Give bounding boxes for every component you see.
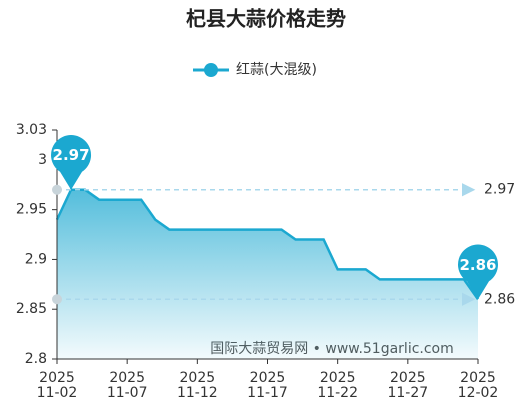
plot: 国际大蒜贸易网 • www.51garlic.com2.82.852.92.95…	[16, 122, 515, 401]
line	[55, 188, 480, 300]
x-tick-label: 2025 12-02	[458, 370, 499, 401]
pin-label: 2.86	[459, 256, 496, 274]
x-tick-label: 2025 11-12	[177, 370, 218, 401]
legend-dot	[204, 63, 218, 77]
area	[57, 189, 478, 359]
pin-label: 2.97	[53, 146, 90, 164]
y-tick-label: 2.9	[25, 251, 47, 267]
mark-line-label: 2.86	[484, 291, 515, 307]
x-tick-label: 2025 11-22	[317, 370, 358, 401]
mark-line-dot	[52, 184, 62, 195]
x-tick-label: 2025 11-02	[37, 370, 78, 401]
x-tick-label: 2025 11-17	[247, 370, 288, 401]
pin	[458, 244, 498, 300]
legend-label: 红蒜(大混级)	[236, 62, 317, 78]
chart-title: 杞县大蒜价格走势	[186, 7, 346, 31]
mark-line-label: 2.97	[484, 182, 515, 198]
mark-line-dot	[52, 294, 62, 305]
pin	[51, 135, 92, 190]
y-tick-label: 3	[38, 152, 47, 168]
x-tick-label: 2025 11-07	[107, 370, 148, 401]
y-tick-label: 2.85	[16, 301, 47, 317]
y-tick-label: 2.8	[25, 351, 47, 367]
y-tick-label: 3.03	[16, 122, 47, 138]
y-tick-label: 2.95	[16, 202, 47, 218]
x-tick-label: 2025 11-27	[387, 370, 428, 401]
